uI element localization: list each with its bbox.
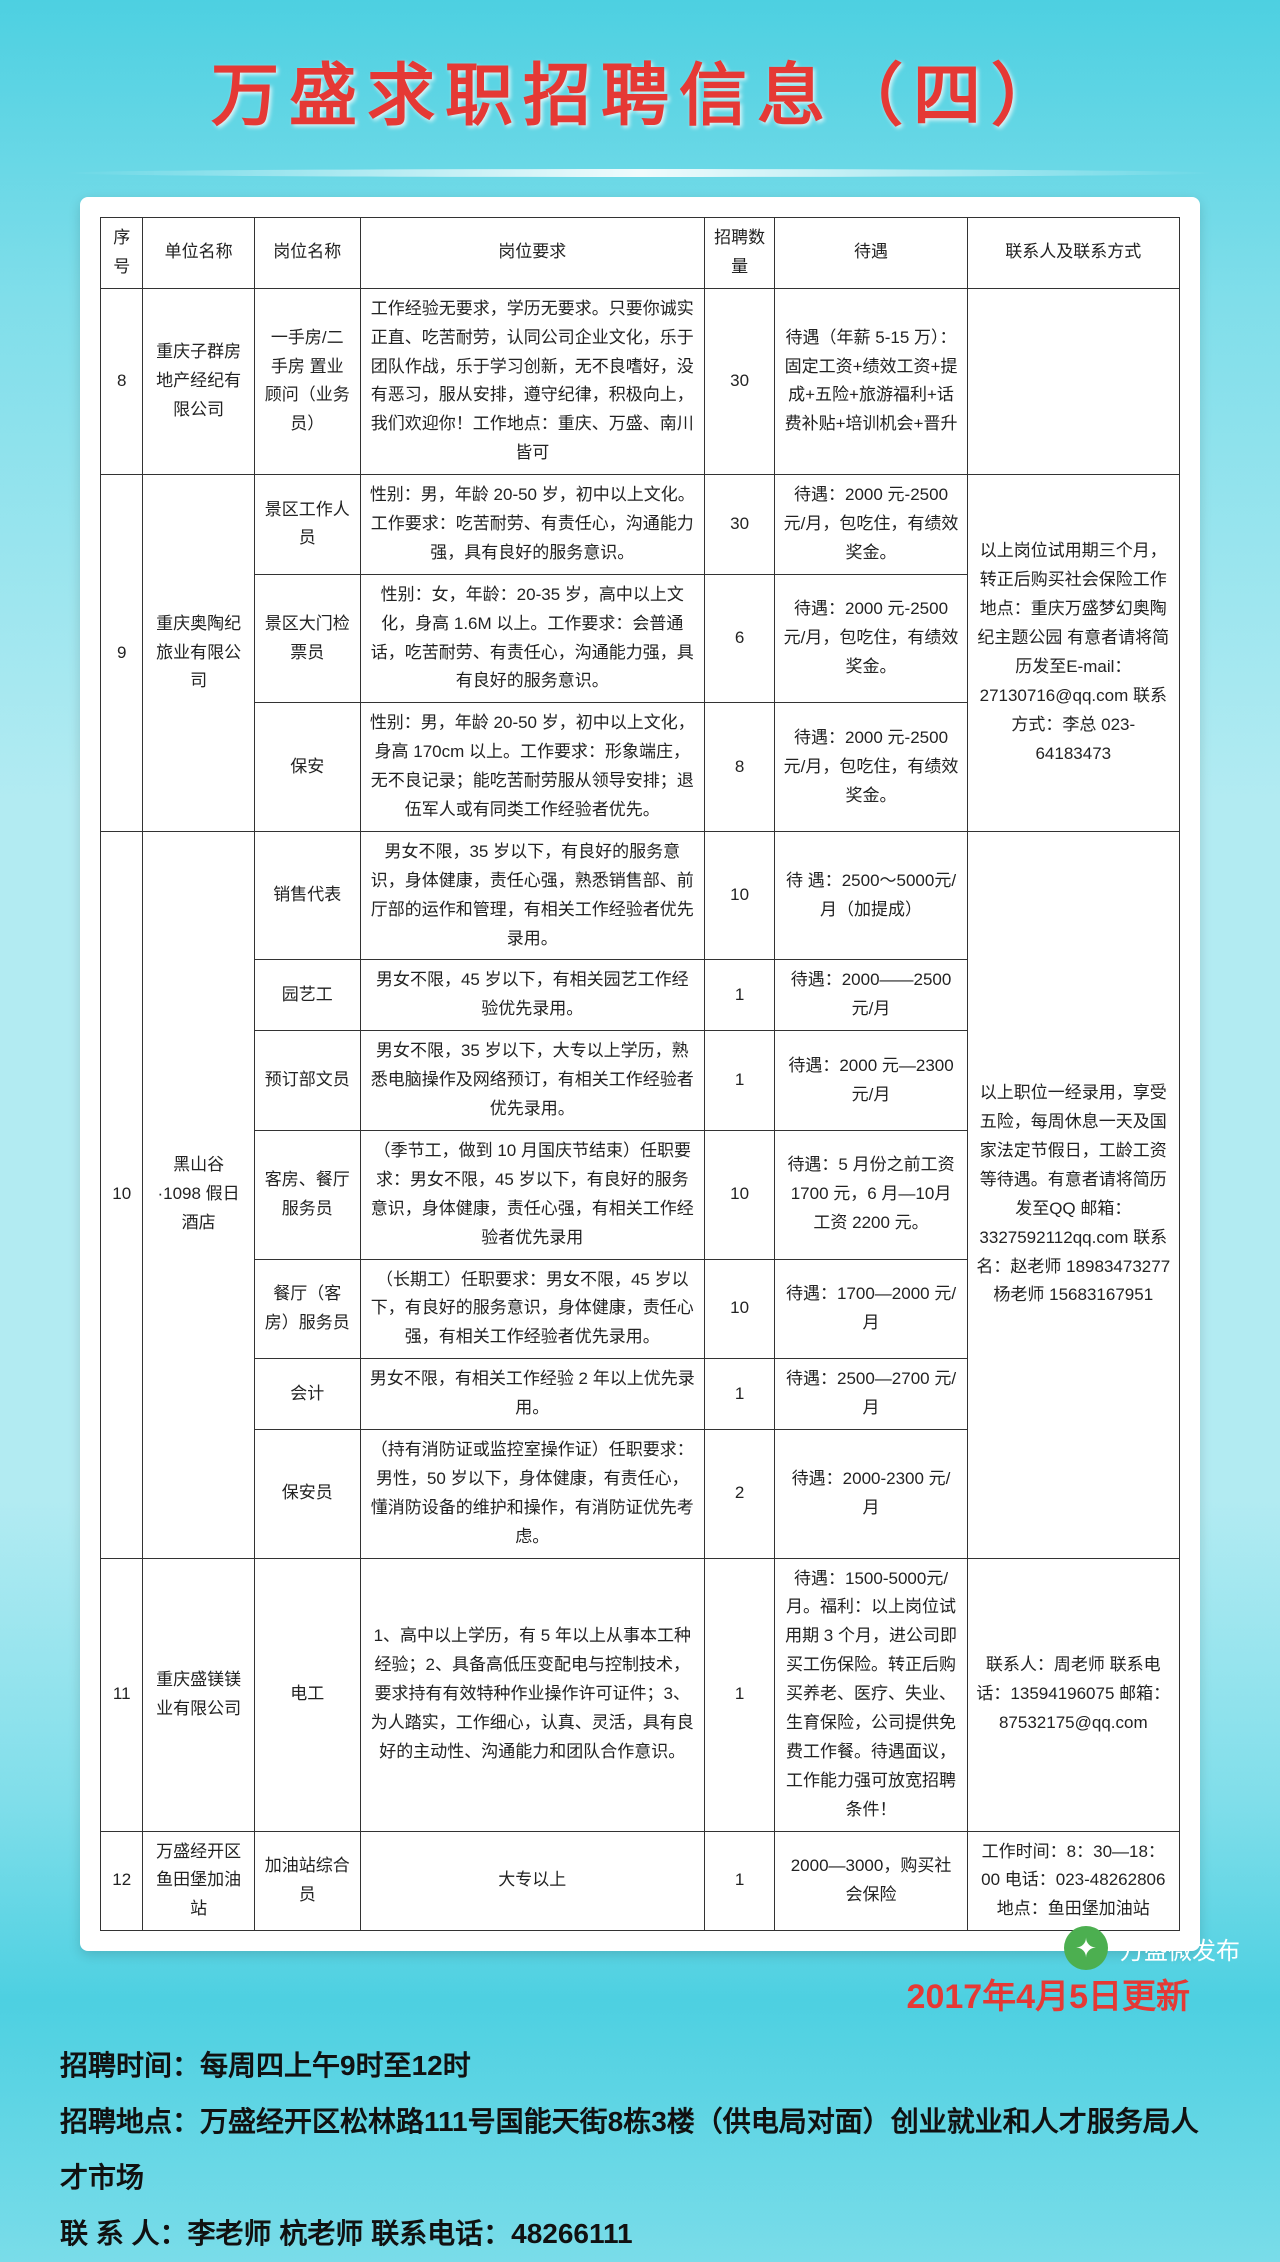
cell-contact: 以上职位一经录用，享受五险，每周休息一天及国家法定节假日，工龄工资等待遇。有意者… xyxy=(967,831,1179,1558)
cell-count: 8 xyxy=(704,703,775,832)
th-count: 招聘数量 xyxy=(704,218,775,289)
cell-company: 重庆奥陶纪旅业有限公司 xyxy=(143,475,254,832)
cell-count: 6 xyxy=(704,574,775,703)
table-row: 12 万盛经开区鱼田堡加油站 加油站综合员 大专以上 1 2000—3000，购… xyxy=(101,1831,1180,1931)
cell-position: 园艺工 xyxy=(254,960,360,1031)
footer-address: 招聘地点：万盛经开区松林路111号国能天街8栋3楼（供电局对面）创业就业和人才服… xyxy=(60,2094,1220,2206)
cell-requirement: 工作经验无要求，学历无要求。只要你诚实正直、吃苦耐劳，认同公司企业文化，乐于团队… xyxy=(360,288,704,474)
cell-position: 会计 xyxy=(254,1359,360,1430)
cell-salary: 待遇：2000 元—2300元/月 xyxy=(775,1031,967,1131)
cell-salary: 待遇：1700—2000 元/月 xyxy=(775,1259,967,1359)
cell-count: 2 xyxy=(704,1429,775,1558)
th-idx: 序号 xyxy=(101,218,143,289)
footer-time: 招聘时间：每周四上午9时至12时 xyxy=(60,2038,1220,2094)
cell-count: 1 xyxy=(704,1558,775,1831)
cell-position: 餐厅（客房）服务员 xyxy=(254,1259,360,1359)
table-row: 11 重庆盛镁镁业有限公司 电工 1、高中以上学历，有 5 年以上从事本工种经验… xyxy=(101,1558,1180,1831)
table-row: 9 重庆奥陶纪旅业有限公司 景区工作人员 性别：男，年龄 20-50 岁，初中以… xyxy=(101,475,1180,575)
cell-salary: 待遇：2000 元-2500元/月，包吃住，有绩效奖金。 xyxy=(775,703,967,832)
wechat-icon: ✦ xyxy=(1064,1926,1108,1970)
table-row: 10 黑山谷·1098 假日酒店 销售代表 男女不限，35 岁以下，有良好的服务… xyxy=(101,831,1180,960)
footer-contact: 联 系 人：李老师 杭老师 联系电话：48266111 xyxy=(60,2206,1220,2262)
cell-position: 保安员 xyxy=(254,1429,360,1558)
cell-requirement: （持有消防证或监控室操作证）任职要求：男性，50 岁以下，身体健康，有责任心，懂… xyxy=(360,1429,704,1558)
cell-position: 销售代表 xyxy=(254,831,360,960)
cell-requirement: 大专以上 xyxy=(360,1831,704,1931)
th-contact: 联系人及联系方式 xyxy=(967,218,1179,289)
cell-count: 10 xyxy=(704,831,775,960)
cell-salary: 待遇：5 月份之前工资 1700 元，6 月—10月工资 2200 元。 xyxy=(775,1130,967,1259)
cell-salary: 待遇：2000-2300 元/月 xyxy=(775,1429,967,1558)
table-card: 序号 单位名称 岗位名称 岗位要求 招聘数量 待遇 联系人及联系方式 8 重庆子… xyxy=(80,197,1200,1951)
cell-salary: 待 遇：2500～5000元/月（加提成） xyxy=(775,831,967,960)
cell-count: 30 xyxy=(704,475,775,575)
cell-count: 1 xyxy=(704,1031,775,1131)
th-company: 单位名称 xyxy=(143,218,254,289)
cell-position: 一手房/二手房 置业顾问（业务员） xyxy=(254,288,360,474)
cell-position: 景区工作人员 xyxy=(254,475,360,575)
cell-count: 10 xyxy=(704,1130,775,1259)
cell-idx: 11 xyxy=(101,1558,143,1831)
cell-requirement: 男女不限，45 岁以下，有相关园艺工作经验优先录用。 xyxy=(360,960,704,1031)
watermark-text: 万盛微发布 xyxy=(1120,1931,1240,1966)
th-position: 岗位名称 xyxy=(254,218,360,289)
cell-contact: 工作时间：8：30—18：00 电话：023-48262806 地点：鱼田堡加油… xyxy=(967,1831,1179,1931)
cell-requirement: 男女不限，有相关工作经验 2 年以上优先录用。 xyxy=(360,1359,704,1430)
cell-idx: 9 xyxy=(101,475,143,832)
cell-idx: 10 xyxy=(101,831,143,1558)
cell-requirement: 1、高中以上学历，有 5 年以上从事本工种经验；2、具备高低压变配电与控制技术，… xyxy=(360,1558,704,1831)
cell-position: 加油站综合员 xyxy=(254,1831,360,1931)
title-divider xyxy=(64,169,1216,177)
th-requirement: 岗位要求 xyxy=(360,218,704,289)
cell-company: 万盛经开区鱼田堡加油站 xyxy=(143,1831,254,1931)
cell-requirement: 性别：男，年龄 20-50 岁，初中以上文化。工作要求：吃苦耐劳、有责任心，沟通… xyxy=(360,475,704,575)
cell-count: 30 xyxy=(704,288,775,474)
page-title: 万盛求职招聘信息（四） xyxy=(0,0,1280,169)
cell-count: 1 xyxy=(704,1831,775,1931)
cell-position: 保安 xyxy=(254,703,360,832)
cell-count: 1 xyxy=(704,1359,775,1430)
cell-count: 1 xyxy=(704,960,775,1031)
cell-requirement: 性别：男，年龄 20-50 岁，初中以上文化，身高 170cm 以上。工作要求：… xyxy=(360,703,704,832)
cell-requirement: 性别：女，年龄：20-35 岁，高中以上文化，身高 1.6M 以上。工作要求：会… xyxy=(360,574,704,703)
cell-idx: 8 xyxy=(101,288,143,474)
cell-salary: 待遇：2000 元-2500元/月，包吃住，有绩效奖金。 xyxy=(775,475,967,575)
cell-salary: 待遇：2500—2700 元/月 xyxy=(775,1359,967,1430)
th-salary: 待遇 xyxy=(775,218,967,289)
job-table: 序号 单位名称 岗位名称 岗位要求 招聘数量 待遇 联系人及联系方式 8 重庆子… xyxy=(100,217,1180,1931)
cell-salary: 待遇：2000 元-2500元/月，包吃住，有绩效奖金。 xyxy=(775,574,967,703)
cell-company: 重庆子群房地产经纪有限公司 xyxy=(143,288,254,474)
cell-requirement: 男女不限，35 岁以下，大专以上学历，熟悉电脑操作及网络预订，有相关工作经验者优… xyxy=(360,1031,704,1131)
watermark: ✦ 万盛微发布 xyxy=(1064,1926,1240,1970)
cell-requirement: 男女不限，35 岁以下，有良好的服务意识，身体健康，责任心强，熟悉销售部、前厅部… xyxy=(360,831,704,960)
cell-position: 电工 xyxy=(254,1558,360,1831)
cell-salary: 待遇：1500-5000元/月。福利：以上岗位试用期 3 个月，进公司即买工伤保… xyxy=(775,1558,967,1831)
cell-position: 预订部文员 xyxy=(254,1031,360,1131)
cell-position: 景区大门检票员 xyxy=(254,574,360,703)
cell-contact: 联系人：周老师 联系电话：13594196075 邮箱：87532175@qq.… xyxy=(967,1558,1179,1831)
table-header-row: 序号 单位名称 岗位名称 岗位要求 招聘数量 待遇 联系人及联系方式 xyxy=(101,218,1180,289)
cell-contact: 以上岗位试用期三个月，转正后购买社会保险工作地点：重庆万盛梦幻奥陶纪主题公园 有… xyxy=(967,475,1179,832)
table-row: 8 重庆子群房地产经纪有限公司 一手房/二手房 置业顾问（业务员） 工作经验无要… xyxy=(101,288,1180,474)
cell-company: 重庆盛镁镁业有限公司 xyxy=(143,1558,254,1831)
cell-company: 黑山谷·1098 假日酒店 xyxy=(143,831,254,1558)
cell-idx: 12 xyxy=(101,1831,143,1931)
cell-contact xyxy=(967,288,1179,474)
cell-requirement: （长期工）任职要求：男女不限，45 岁以下，有良好的服务意识，身体健康，责任心强… xyxy=(360,1259,704,1359)
cell-salary: 2000—3000，购买社会保险 xyxy=(775,1831,967,1931)
cell-count: 10 xyxy=(704,1259,775,1359)
cell-requirement: （季节工，做到 10 月国庆节结束）任职要求：男女不限，45 岁以下，有良好的服… xyxy=(360,1130,704,1259)
cell-position: 客房、餐厅服务员 xyxy=(254,1130,360,1259)
cell-salary: 待遇：2000——2500元/月 xyxy=(775,960,967,1031)
update-date: 2017年4月5日更新 xyxy=(0,1969,1190,2018)
cell-salary: 待遇（年薪 5-15 万）：固定工资+绩效工资+提成+五险+旅游福利+话费补贴+… xyxy=(775,288,967,474)
footer-block: 招聘时间：每周四上午9时至12时 招聘地点：万盛经开区松林路111号国能天街8栋… xyxy=(60,2038,1220,2262)
